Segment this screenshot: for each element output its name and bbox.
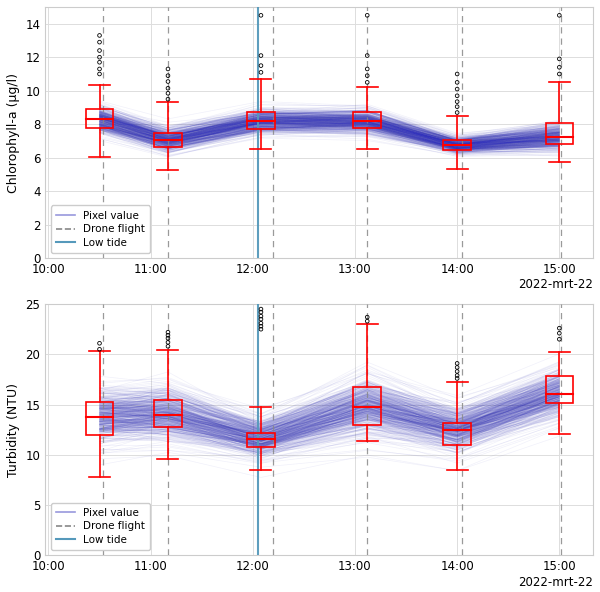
Point: [452, 108, 462, 117]
Point: [452, 363, 462, 372]
Point: [163, 77, 173, 86]
Point: [256, 314, 266, 324]
Point: [95, 345, 104, 354]
Legend: Pixel value, Drone flight, Low tide: Pixel value, Drone flight, Low tide: [50, 205, 150, 253]
Point: [163, 94, 173, 104]
Point: [95, 31, 104, 40]
Legend: Pixel value, Drone flight, Low tide: Pixel value, Drone flight, Low tide: [50, 503, 150, 551]
Point: [554, 54, 564, 64]
Point: [163, 330, 173, 340]
Bar: [443, 423, 471, 445]
Point: [362, 316, 372, 326]
Point: [163, 337, 173, 347]
Point: [452, 78, 462, 87]
Point: [95, 69, 104, 79]
Point: [362, 78, 372, 87]
Point: [256, 51, 266, 60]
Bar: [247, 112, 275, 129]
Point: [452, 69, 462, 79]
Point: [554, 63, 564, 72]
Point: [256, 324, 266, 334]
Point: [163, 327, 173, 337]
Point: [554, 323, 564, 333]
Bar: [86, 109, 113, 128]
Point: [452, 374, 462, 383]
Bar: [353, 112, 381, 128]
Bar: [154, 400, 182, 427]
Point: [256, 307, 266, 317]
Point: [163, 71, 173, 81]
Point: [256, 304, 266, 314]
Bar: [86, 401, 113, 435]
Text: 2022-mrt-22: 2022-mrt-22: [518, 575, 593, 588]
Point: [95, 37, 104, 47]
Bar: [545, 124, 573, 143]
Point: [95, 339, 104, 348]
Point: [362, 313, 372, 322]
Point: [95, 57, 104, 67]
Point: [95, 46, 104, 55]
Point: [452, 91, 462, 101]
Point: [256, 318, 266, 328]
Bar: [443, 140, 471, 150]
Point: [163, 89, 173, 98]
Point: [452, 371, 462, 380]
Point: [95, 53, 104, 62]
Bar: [154, 133, 182, 147]
Bar: [545, 377, 573, 403]
Point: [554, 11, 564, 20]
Y-axis label: Turbidity (NTU): Turbidity (NTU): [7, 383, 20, 477]
Text: 2022-mrt-22: 2022-mrt-22: [518, 278, 593, 291]
Point: [362, 71, 372, 81]
Point: [362, 64, 372, 73]
Point: [163, 333, 173, 343]
Y-axis label: Chlorophyll-a (µg/l): Chlorophyll-a (µg/l): [7, 73, 20, 192]
Point: [452, 359, 462, 368]
Point: [452, 84, 462, 94]
Bar: [247, 433, 275, 447]
Point: [554, 334, 564, 344]
Point: [256, 321, 266, 331]
Point: [256, 67, 266, 77]
Point: [163, 64, 173, 73]
Point: [163, 83, 173, 93]
Point: [256, 311, 266, 321]
Point: [362, 51, 372, 60]
Point: [163, 342, 173, 351]
Point: [554, 329, 564, 338]
Point: [362, 11, 372, 20]
Point: [256, 11, 266, 20]
Point: [554, 69, 564, 79]
Point: [452, 102, 462, 111]
Bar: [353, 387, 381, 424]
Point: [452, 97, 462, 107]
Point: [95, 64, 104, 73]
Point: [452, 366, 462, 376]
Point: [256, 61, 266, 70]
